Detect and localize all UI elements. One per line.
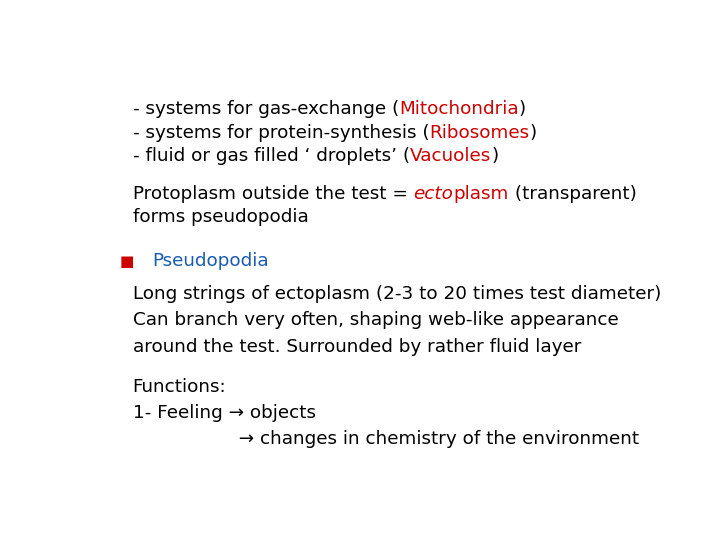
Text: - systems for protein-synthesis (: - systems for protein-synthesis (: [132, 124, 429, 141]
Text: 1- Feeling → objects: 1- Feeling → objects: [132, 404, 315, 422]
Text: around the test. Surrounded by rather fluid layer: around the test. Surrounded by rather fl…: [132, 338, 581, 356]
Text: Long strings of ectoplasm (2-3 to 20 times test diameter): Long strings of ectoplasm (2-3 to 20 tim…: [132, 285, 661, 303]
Text: Mitochondria: Mitochondria: [399, 100, 518, 118]
Text: plasm: plasm: [454, 185, 508, 203]
Text: ): ): [491, 147, 498, 165]
Text: ■: ■: [120, 254, 134, 268]
Text: - systems for gas-exchange (: - systems for gas-exchange (: [132, 100, 399, 118]
Text: ): ): [529, 124, 536, 141]
Text: Functions:: Functions:: [132, 377, 226, 396]
Text: ecto: ecto: [413, 185, 454, 203]
Text: (transparent): (transparent): [508, 185, 636, 203]
Text: Ribosomes: Ribosomes: [429, 124, 529, 141]
Text: → changes in chemistry of the environment: → changes in chemistry of the environmen…: [132, 430, 639, 448]
Text: forms pseudopodia: forms pseudopodia: [132, 208, 308, 226]
Text: Vacuoles: Vacuoles: [410, 147, 491, 165]
Text: - fluid or gas filled ‘ droplets’ (: - fluid or gas filled ‘ droplets’ (: [132, 147, 410, 165]
Text: Pseudopodia: Pseudopodia: [152, 252, 269, 270]
Text: Can branch very often, shaping web-like appearance: Can branch very often, shaping web-like …: [132, 312, 618, 329]
Text: Protoplasm outside the test =: Protoplasm outside the test =: [132, 185, 413, 203]
Text: ): ): [518, 100, 526, 118]
